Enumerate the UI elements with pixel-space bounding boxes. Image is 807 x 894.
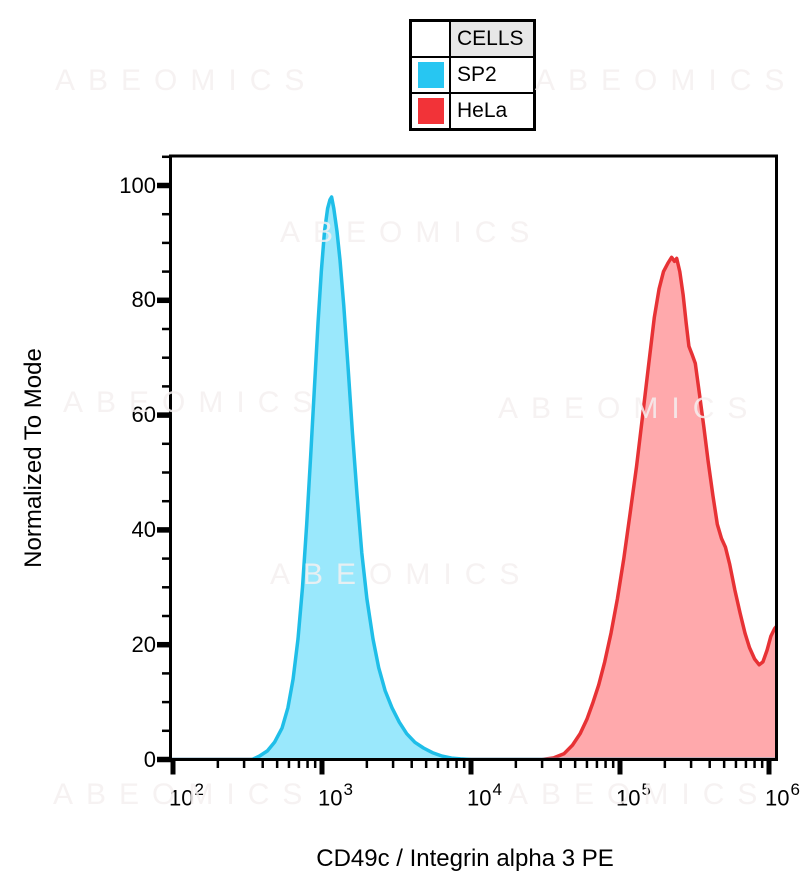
legend-header-swatch-cell <box>412 22 449 56</box>
legend-table: CELLS SP2 HeLa <box>409 19 536 131</box>
x-tick-label: 104 <box>467 780 502 811</box>
plot-area <box>170 195 777 760</box>
hela-area-fill <box>170 257 777 760</box>
sp2-curve <box>170 195 777 760</box>
sp2-color-swatch <box>417 62 444 88</box>
x-axis-title: CD49c / Integrin alpha 3 PE <box>316 845 614 872</box>
legend-header-cell: CELLS <box>451 22 533 56</box>
x-tick-label: 102 <box>169 780 204 811</box>
legend-swatch-cell-hela <box>412 94 449 128</box>
hela-curve <box>170 255 777 760</box>
axis-ticks <box>157 155 772 775</box>
y-axis-title: Normalized To Mode <box>20 348 47 568</box>
legend-label-cell-hela: HeLa <box>451 94 533 128</box>
legend-header-label: CELLS <box>457 27 524 50</box>
y-tick-label: 40 <box>131 516 156 542</box>
y-tick-label: 60 <box>131 402 156 428</box>
legend-label-cell-sp2: SP2 <box>451 58 533 92</box>
y-tick-label: 100 <box>119 172 156 198</box>
x-tick-label: 105 <box>616 780 651 811</box>
hela-label: HeLa <box>457 99 508 122</box>
hela-color-swatch <box>417 98 444 124</box>
y-tick-label: 0 <box>143 746 156 772</box>
legend-swatch-cell-sp2 <box>412 58 449 92</box>
y-tick-label: 80 <box>131 287 156 313</box>
x-tick-label: 103 <box>318 780 353 811</box>
sp2-area-fill <box>170 197 777 760</box>
x-tick-label: 106 <box>765 780 800 811</box>
sp2-label: SP2 <box>457 63 497 86</box>
y-tick-label: 20 <box>131 631 156 657</box>
